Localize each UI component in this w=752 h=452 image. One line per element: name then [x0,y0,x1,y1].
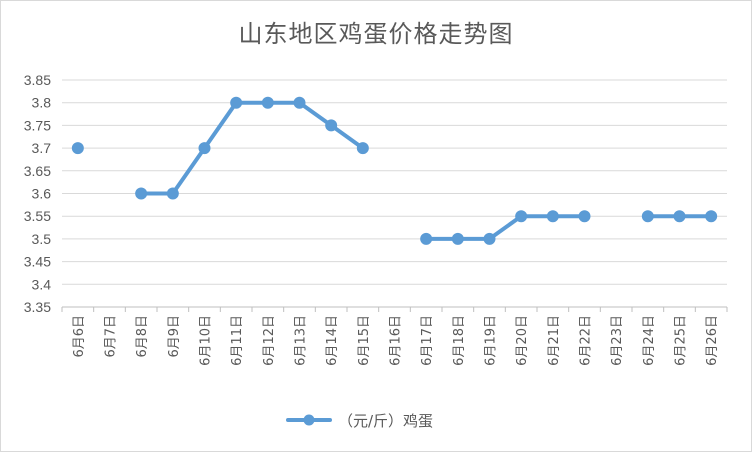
y-tick-label: 3.35 [24,299,51,315]
x-tick-label: 6月26日 [705,315,720,366]
y-tick-label: 3.45 [24,254,51,270]
x-tick-label: 6月7日 [104,315,119,358]
x-tick-label: 6月11日 [230,315,245,366]
series-layer [71,96,718,245]
x-tick-label: 6月10日 [199,315,214,366]
data-point [546,210,559,223]
data-point [420,232,433,245]
data-point [578,210,591,223]
data-point [198,142,211,155]
x-tick-label: 6月9日 [167,315,182,358]
legend-label: （元/斤）鸡蛋 [338,412,433,430]
x-tick-label: 6月19日 [484,315,499,366]
data-point [230,96,243,109]
data-point [515,210,528,223]
x-tick-label: 6月16日 [389,315,404,366]
y-tick-label: 3.75 [24,117,51,133]
legend-swatch-marker [303,414,315,426]
x-tick-label: 6月24日 [642,315,657,366]
x-tick-label: 6月20日 [515,315,530,366]
x-tick-label: 6月23日 [610,315,625,366]
x-tick-label: 6月25日 [674,315,689,366]
x-tick-label: 6月22日 [579,315,594,366]
y-tick-label: 3.7 [32,140,52,156]
series-line [139,100,365,196]
data-point [705,210,718,223]
y-tick-label: 3.4 [32,276,52,292]
y-tick-label: 3.55 [24,208,51,224]
data-point [293,96,306,109]
x-tick-label: 6月18日 [452,315,467,366]
data-point [71,142,84,155]
data-point [325,119,338,132]
x-tick-label: 6月14日 [325,315,340,366]
chart-title: 山东地区鸡蛋价格走势图 [238,20,514,48]
y-tick-label: 3.8 [32,95,52,111]
y-tick-label: 3.5 [32,231,52,247]
data-point [451,232,464,245]
data-point [483,232,496,245]
data-point [641,210,654,223]
y-axis: 3.85 3.8 3.75 3.7 3.65 3.6 3.55 3.5 3.45 3.4 3.35 [24,72,51,315]
x-axis: 6月6日 6月7日 6月8日 6月9日 6月10日 6月11日 6月12日 6月13日 6月14… [61,306,728,366]
y-tick-label: 3.65 [24,163,51,179]
y-tick-label: 3.6 [32,186,52,202]
legend: （元/斤）鸡蛋 [286,412,433,430]
x-tick-label: 6月8日 [135,315,150,358]
x-tick-label: 6月6日 [72,315,87,358]
x-tick-label: 6月13日 [294,315,309,366]
gridlines [62,79,727,285]
x-tick-label: 6月17日 [420,315,435,366]
x-tick-label: 6月21日 [547,315,562,366]
data-point [261,96,274,109]
x-tick-label: 6月15日 [357,315,372,366]
series-line [424,214,587,241]
y-tick-label: 3.85 [24,72,51,88]
data-point [166,187,179,200]
data-point [356,142,369,155]
x-tick-label: 6月12日 [262,315,277,366]
data-point [673,210,686,223]
data-point [135,187,148,200]
